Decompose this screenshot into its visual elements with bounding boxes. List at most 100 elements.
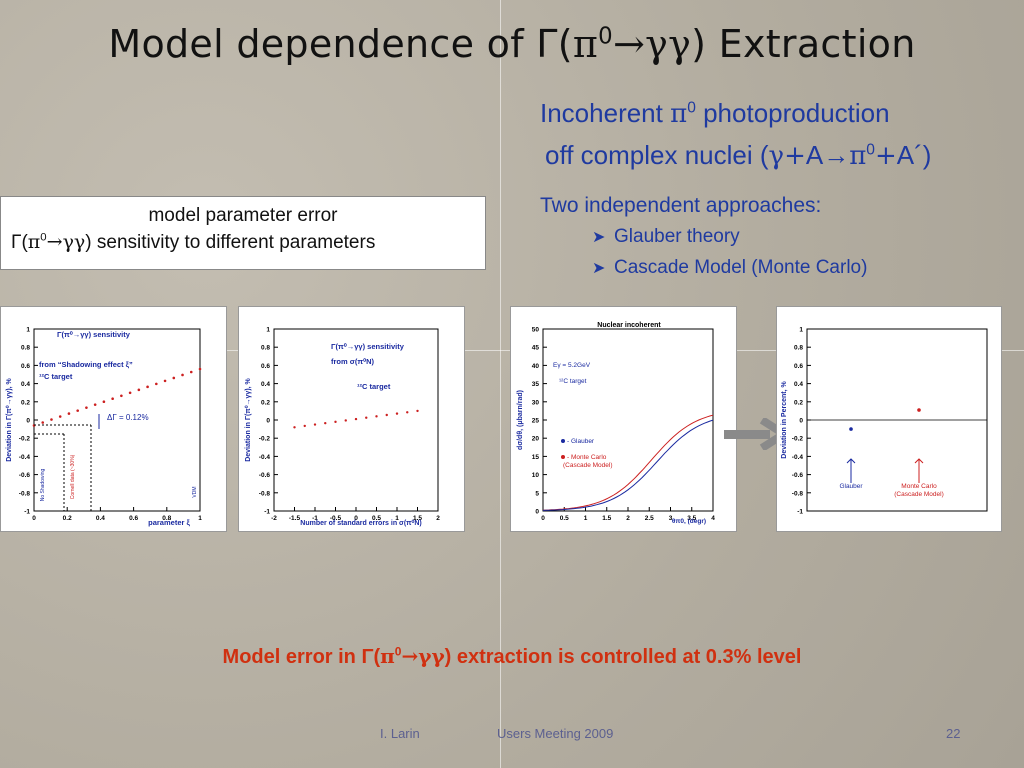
data-point: [111, 397, 114, 401]
legend-mc-2: (Cascade Model): [563, 462, 613, 469]
y-tick-label: 0.8: [794, 345, 803, 352]
y-tick-label: -0.2: [19, 436, 31, 443]
y-tick-label: 20: [532, 436, 540, 443]
data-point: [120, 394, 123, 398]
data-point: [137, 388, 141, 392]
heading2-plus-2: +: [874, 141, 897, 171]
y-tick-label: 15: [532, 454, 540, 461]
glauber-point: [849, 427, 853, 431]
y-tick-label: 50: [532, 327, 540, 334]
y-axis-label: Deviation in Percent, %: [781, 381, 788, 459]
x-axis-label: θπ0, (degr): [672, 518, 706, 525]
x-tick-label: 0.5: [560, 515, 569, 522]
data-point: [344, 419, 347, 422]
data-point: [324, 421, 327, 425]
data-point: [93, 403, 97, 406]
box-text: Γ(: [11, 232, 28, 253]
box-line-2: Γ(π0→γγ) sensitivity to different parame…: [1, 231, 485, 254]
conclusion-end: ) extraction is controlled at 0.3% level: [444, 646, 802, 668]
data-point: [334, 420, 337, 424]
heading-text: Incoherent: [540, 98, 671, 128]
y-tick-label: 0.8: [261, 345, 270, 352]
legend-line-3: ¹²C target: [357, 382, 391, 391]
data-point: [172, 376, 176, 380]
heading2-text: off complex nuclei (: [545, 140, 769, 170]
y-tick-label: 40: [532, 363, 540, 370]
y-tick-label: -0.6: [19, 472, 31, 479]
y-tick-label: 1: [26, 327, 30, 334]
chart-comparison: 1 0.8 0.6 0.4 0.2 0 -0.2 -0.4 -0.6 -0.8 -1 Glauber…: [781, 327, 988, 516]
y-tick-label: 5: [535, 490, 539, 497]
y-tick-label: 0.6: [21, 363, 30, 370]
curve-glauber: [542, 419, 714, 511]
title-sup: 0: [598, 23, 613, 50]
x-tick-label: -1: [312, 515, 318, 522]
x-tick-label: 2: [436, 515, 440, 522]
bullet-arrow-icon: ➤: [592, 229, 606, 246]
slide-title: Model dependence of Γ(π0→γγ) Extraction: [0, 22, 1024, 66]
x-axis-label: Number of standard errors in σ(π⁰N): [300, 519, 421, 527]
legend-glauber: - Glauber: [567, 438, 595, 445]
data-point: [102, 400, 106, 404]
data-point: [354, 417, 358, 421]
x-tick-label: 0: [541, 515, 545, 522]
footer-author: I. Larin: [380, 726, 420, 741]
y-tick-label: 0.8: [21, 345, 30, 352]
data-point: [128, 391, 132, 395]
x-tick-label: 1: [584, 515, 588, 522]
heading-text-2: photoproduction: [695, 98, 890, 128]
y-tick-label: -0.2: [259, 436, 271, 443]
data-point: [365, 416, 368, 419]
chart-shadowing: 10.80.60.40.20-0.2-0.4-0.6-0.8-10 0.2 0.4 0…: [5, 327, 202, 528]
data-point: [293, 426, 296, 429]
x-tick-label: 1: [395, 515, 399, 522]
data-point: [76, 409, 79, 412]
box-text-end: ) sensitivity to different parameters: [85, 232, 376, 253]
x-axis-label: parameter ξ: [148, 518, 190, 527]
chart-title: Nuclear incoherent: [597, 322, 661, 329]
data-point: [67, 412, 71, 415]
y-axis-label: Deviation in Γ(π⁰→γγ), %: [244, 377, 252, 461]
bullet-glauber: ➤ Glauber theory: [592, 226, 740, 248]
legend-line-1: Γ(π⁰→γγ) sensitivity: [57, 330, 131, 339]
y-tick-label: 1: [266, 327, 270, 334]
y-tick-label: 10: [532, 472, 540, 479]
y-tick-label: 0.6: [794, 363, 803, 370]
y-tick-label: -0.2: [792, 436, 804, 443]
bullet-text: Glauber theory: [614, 226, 740, 247]
x-tick-label: 4: [711, 515, 715, 522]
vdm-label: VDM: [192, 486, 198, 497]
parameter-error-box: model parameter error Γ(π0→γγ) sensitivi…: [0, 196, 486, 270]
y-tick-label: 0: [535, 509, 539, 516]
conclusion-pi: π: [380, 644, 395, 668]
conclusion-sup: 0: [394, 644, 402, 659]
heading2-plus: +: [784, 141, 806, 171]
data-point: [416, 409, 419, 413]
data-point: [198, 367, 202, 371]
y-tick-label: 45: [532, 345, 540, 352]
x-tick-label: 2: [626, 515, 630, 522]
y-tick-label: 0: [799, 418, 803, 425]
y-tick-label: 0.2: [794, 399, 803, 406]
heading-line-1: Incoherent π0 photoproduction: [540, 98, 890, 129]
data-point: [50, 418, 53, 421]
y-tick-label: 35: [532, 381, 540, 388]
y-tick-label: -0.8: [792, 490, 804, 497]
y-tick-label: 0.4: [261, 381, 270, 388]
x-tick-label: -0.5: [330, 515, 342, 522]
x-tick-label: 0.8: [162, 515, 171, 522]
x-tick-label: 3: [669, 515, 673, 522]
legend-line-2: from “Shadowing effect ξ”: [39, 360, 133, 369]
conclusion-text: Model error in Γ(π0→γγ) extraction is co…: [0, 644, 1024, 669]
legend-mc: - Monte Carlo: [567, 454, 607, 461]
delta-label: ΔΓ = 0.12%: [107, 413, 149, 422]
y-tick-label: -0.8: [19, 490, 31, 497]
data-point: [41, 421, 45, 424]
x-tick-label: 0: [354, 515, 358, 522]
y-tick-label: -0.4: [259, 454, 271, 461]
conclusion-start: Model error in Γ(: [222, 646, 381, 668]
heading-pi: π: [670, 99, 688, 129]
y-tick-label: -0.6: [259, 472, 271, 479]
y-tick-label: -0.4: [19, 454, 31, 461]
glauber-label: Glauber: [839, 483, 863, 490]
